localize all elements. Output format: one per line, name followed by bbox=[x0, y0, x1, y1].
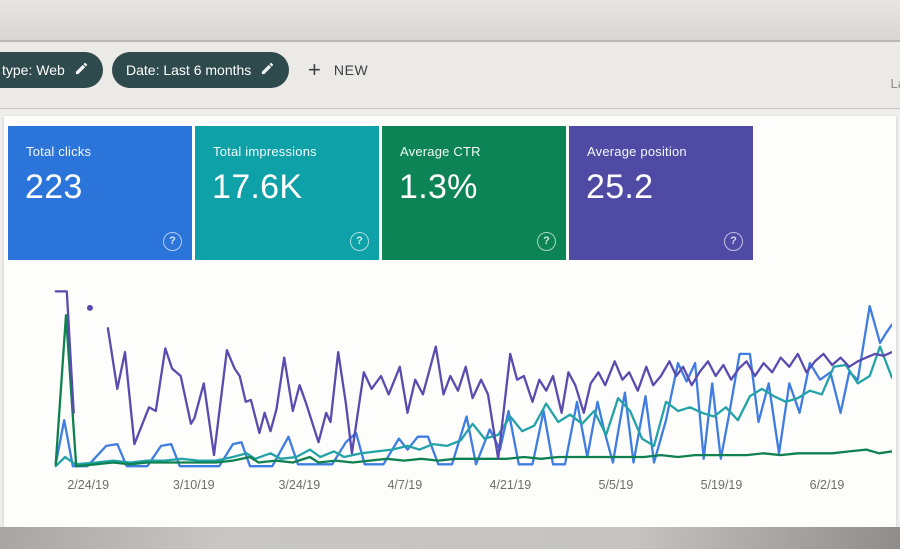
average-position-card[interactable]: Average position 25.2 ? bbox=[569, 126, 753, 260]
filter-bar: type: Web Date: Last 6 months + NEW La bbox=[0, 42, 900, 109]
plus-icon: + bbox=[308, 57, 321, 82]
x-axis: 2/24/19 3/10/19 3/24/19 4/7/19 4/21/19 5/5/19… bbox=[36, 476, 892, 498]
average-position-label: Average position bbox=[587, 144, 687, 159]
pencil-icon[interactable] bbox=[74, 61, 89, 79]
x-tick-label: 3/10/19 bbox=[172, 478, 215, 492]
performance-panel: Total clicks 223 ? Total impressions 17.… bbox=[4, 116, 896, 527]
pencil-icon[interactable] bbox=[260, 61, 275, 79]
total-clicks-card[interactable]: Total clicks 223 ? bbox=[8, 126, 192, 260]
new-filter-label: NEW bbox=[333, 62, 369, 78]
total-clicks-value: 223 bbox=[25, 168, 83, 206]
total-clicks-line bbox=[54, 304, 892, 468]
x-tick-label: 6/2/19 bbox=[809, 478, 845, 492]
x-tick-label: 4/21/19 bbox=[489, 478, 532, 492]
clipped-text-top-right: La bbox=[890, 76, 900, 91]
date-filter-chip[interactable]: Date: Last 6 months bbox=[112, 52, 290, 88]
desk-background bbox=[0, 527, 900, 549]
top-bezel-strip bbox=[0, 0, 900, 42]
total-impressions-label: Total impressions bbox=[213, 144, 317, 159]
performance-line-chart[interactable] bbox=[36, 278, 892, 474]
x-tick-label: 2/24/19 bbox=[67, 478, 110, 492]
question-circle-icon[interactable]: ? bbox=[350, 232, 369, 251]
search-type-filter-label: type: Web bbox=[2, 62, 65, 78]
metric-cards-row: Total clicks 223 ? Total impressions 17.… bbox=[8, 126, 753, 260]
question-circle-icon[interactable]: ? bbox=[724, 232, 743, 251]
search-type-filter-chip[interactable]: type: Web bbox=[0, 52, 103, 88]
chart-canvas[interactable] bbox=[36, 278, 892, 474]
x-tick-label: 3/24/19 bbox=[278, 478, 321, 492]
average-position-point bbox=[86, 304, 93, 311]
average-position-value: 25.2 bbox=[586, 168, 654, 206]
average-ctr-line bbox=[54, 314, 892, 468]
total-clicks-label: Total clicks bbox=[26, 144, 92, 159]
total-impressions-card[interactable]: Total impressions 17.6K ? bbox=[195, 126, 379, 260]
date-filter-label: Date: Last 6 months bbox=[126, 62, 252, 78]
question-circle-icon[interactable]: ? bbox=[163, 232, 182, 251]
average-position-line bbox=[106, 327, 892, 460]
average-ctr-card[interactable]: Average CTR 1.3% ? bbox=[382, 126, 566, 260]
x-tick-label: 5/19/19 bbox=[700, 478, 743, 492]
question-circle-icon[interactable]: ? bbox=[537, 232, 556, 251]
average-position-line bbox=[54, 290, 75, 414]
x-tick-label: 4/7/19 bbox=[387, 478, 423, 492]
total-impressions-line bbox=[54, 345, 892, 468]
total-impressions-value: 17.6K bbox=[212, 168, 303, 206]
new-filter-button[interactable]: + NEW bbox=[308, 52, 368, 88]
average-ctr-value: 1.3% bbox=[399, 168, 478, 206]
average-ctr-label: Average CTR bbox=[400, 144, 481, 159]
x-tick-label: 5/5/19 bbox=[598, 478, 634, 492]
